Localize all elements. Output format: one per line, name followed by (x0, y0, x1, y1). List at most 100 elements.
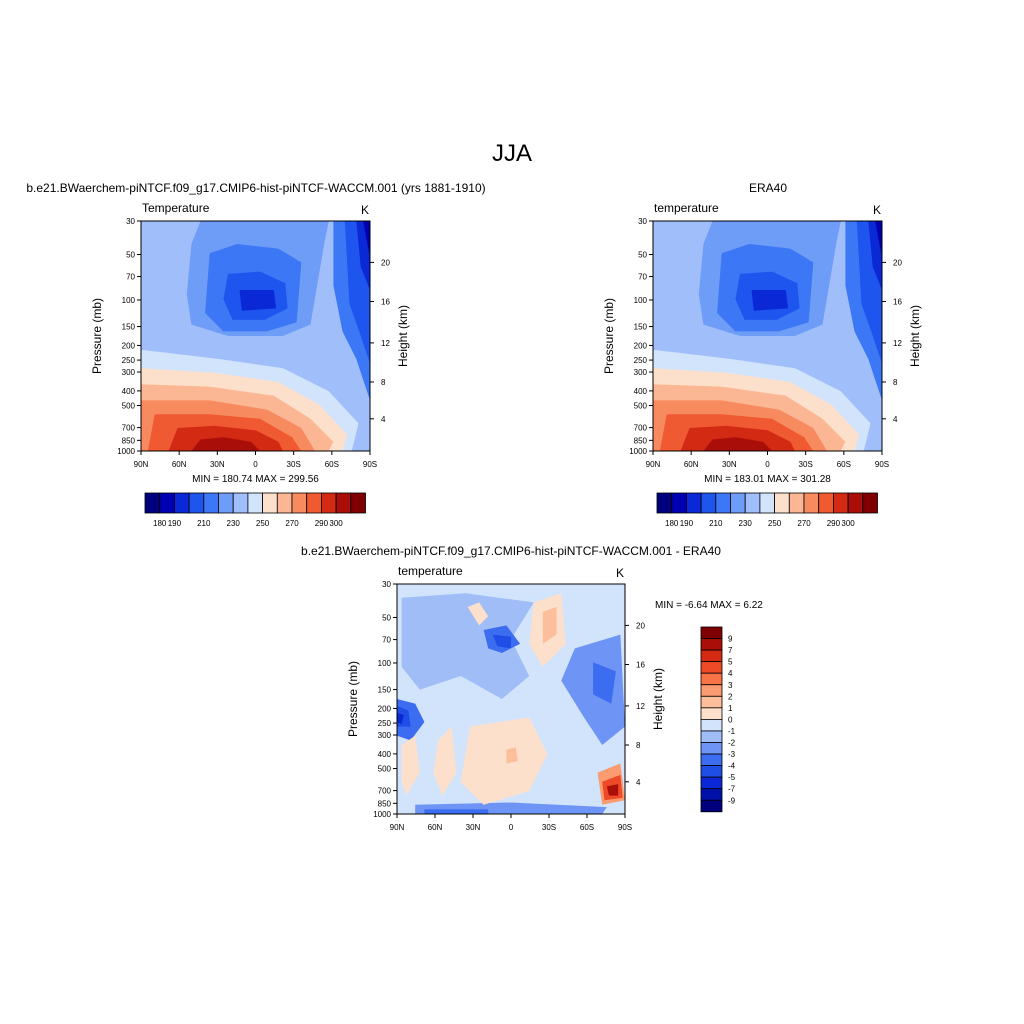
contour-region (703, 437, 773, 451)
contour-region (239, 290, 277, 311)
y2-tick-label: 20 (381, 258, 390, 267)
contour-region (191, 437, 261, 451)
legend-label: 7 (728, 646, 733, 655)
legend-swatch (700, 661, 723, 674)
y-tick-label: 150 (122, 323, 136, 332)
legend-swatch (700, 707, 723, 720)
y-tick-label: 100 (122, 296, 136, 305)
x-tick-label: 60S (580, 823, 594, 832)
y-tick-label: 150 (634, 323, 648, 332)
panel-title: b.e21.BWaerchem-piNTCF.f09_g17.CMIP6-his… (301, 544, 721, 558)
contour-region (606, 784, 619, 796)
y-tick-label: 500 (378, 765, 392, 774)
y-axis-title: Pressure (mb) (90, 298, 104, 374)
x-tick-label: 30S (799, 460, 813, 469)
legend-label: 230 (227, 519, 241, 528)
legend-label: -9 (728, 796, 736, 805)
legend-label: 300 (329, 519, 343, 528)
x-tick-label: 30S (287, 460, 301, 469)
x-tick-label: 30N (722, 460, 737, 469)
units-label: K (616, 566, 624, 580)
legend-label: 270 (797, 519, 811, 528)
y-tick-label: 70 (382, 636, 391, 645)
y2-tick-label: 12 (636, 702, 645, 711)
units-label: K (873, 203, 881, 217)
legend-swatch (700, 799, 723, 813)
y2-tick-label: 4 (636, 778, 641, 787)
x-tick-label: 60S (837, 460, 851, 469)
legend-label: 2 (728, 692, 733, 701)
y2-tick-label: 12 (381, 339, 390, 348)
contour-region (401, 735, 420, 796)
y2-axis-title: Height (km) (908, 305, 922, 367)
x-tick-label: 0 (253, 460, 258, 469)
y2-tick-label: 4 (893, 415, 898, 424)
legend-label: 190 (680, 519, 694, 528)
legend-swatch (320, 492, 337, 514)
legend-swatch (847, 492, 864, 514)
contour-region (433, 726, 457, 796)
y-tick-label: 30 (126, 217, 135, 226)
y2-tick-label: 16 (636, 661, 645, 670)
y-tick-label: 200 (122, 341, 136, 350)
y2-tick-label: 8 (893, 378, 898, 387)
legend-label: 230 (739, 519, 753, 528)
x-tick-label: 90S (363, 460, 377, 469)
page-title: JJA (492, 140, 532, 167)
legend-label: 4 (728, 669, 733, 678)
x-tick-label: 90N (390, 823, 405, 832)
legend-swatch (862, 492, 878, 514)
legend-swatch (276, 492, 293, 514)
min-max-stats: MIN = -6.64 MAX = 6.22 (655, 600, 763, 611)
y-tick-label: 150 (378, 686, 392, 695)
legend-label: 290 (827, 519, 841, 528)
y-tick-label: 700 (378, 787, 392, 796)
x-tick-label: 30N (466, 823, 481, 832)
legend-label: 300 (841, 519, 855, 528)
field-label: temperature (654, 201, 719, 215)
legend-swatch (262, 492, 278, 514)
legend-label: -1 (728, 727, 736, 736)
legend-swatch (306, 492, 322, 514)
y-tick-label: 300 (634, 368, 648, 377)
y2-tick-label: 8 (381, 378, 386, 387)
legend-label: -2 (728, 739, 736, 748)
contour-region (542, 607, 557, 644)
legend-label: 9 (728, 635, 733, 644)
y2-tick-label: 20 (636, 621, 645, 630)
y-tick-label: 850 (378, 799, 392, 808)
legend-swatch (203, 492, 219, 514)
legend-label: -4 (728, 762, 736, 771)
contour-region (492, 634, 511, 649)
legend-swatch (700, 719, 723, 732)
x-tick-label: 60N (428, 823, 443, 832)
legend-label: 250 (256, 519, 270, 528)
legend-swatch (159, 492, 175, 514)
contour-region (593, 662, 616, 704)
legend-label: 180 (665, 519, 679, 528)
legend-label: -5 (728, 773, 736, 782)
x-tick-label: 90S (618, 823, 632, 832)
legend-swatch (144, 492, 161, 514)
legend-swatch (686, 492, 702, 514)
legend-label: 1 (728, 704, 733, 713)
legend-swatch (247, 492, 263, 514)
y2-tick-label: 16 (893, 298, 902, 307)
contour-region (751, 290, 789, 311)
legend-swatch (700, 776, 723, 790)
legend-swatch (291, 492, 308, 514)
y-tick-label: 30 (638, 217, 647, 226)
y2-tick-label: 16 (381, 298, 390, 307)
y-tick-label: 1000 (117, 447, 135, 456)
y-tick-label: 1000 (373, 810, 391, 819)
y-tick-label: 100 (634, 296, 648, 305)
y-tick-label: 100 (378, 659, 392, 668)
field-label: temperature (398, 564, 463, 578)
y-tick-label: 70 (638, 273, 647, 282)
y-tick-label: 850 (634, 436, 648, 445)
x-tick-label: 90N (134, 460, 149, 469)
contour-region (401, 593, 534, 699)
y2-tick-label: 12 (893, 339, 902, 348)
y-tick-label: 400 (634, 387, 648, 396)
contour-region (875, 221, 882, 258)
